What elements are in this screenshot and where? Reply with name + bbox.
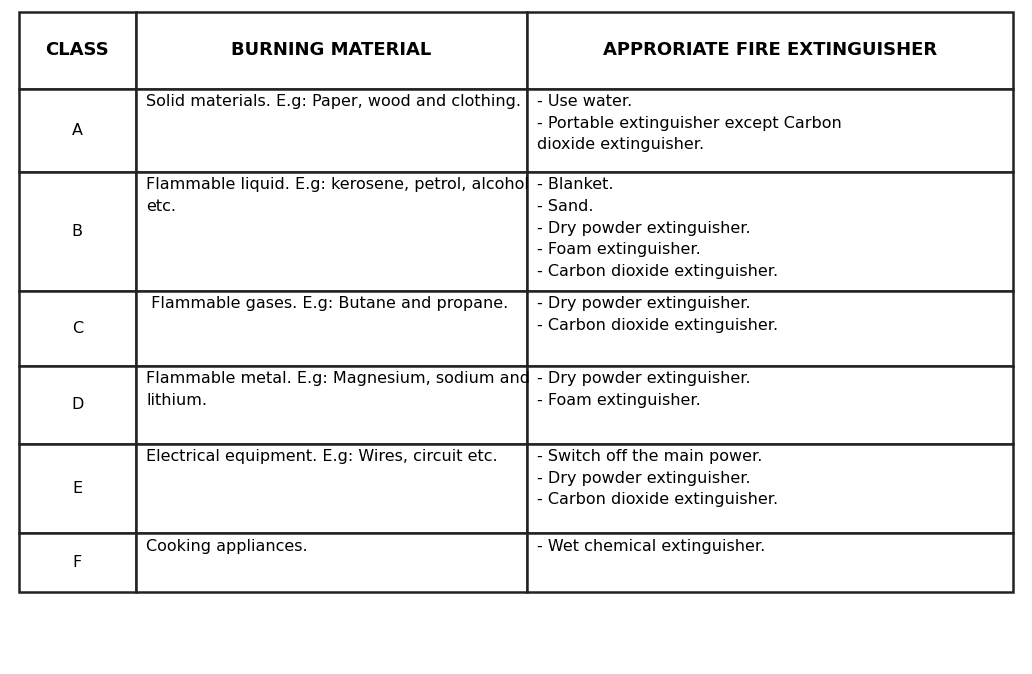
Bar <box>136 443 527 533</box>
Bar <box>527 365 1013 443</box>
Bar <box>19 12 136 89</box>
Bar <box>527 89 1013 172</box>
Text: - Wet chemical extinguisher.: - Wet chemical extinguisher. <box>538 539 766 553</box>
Text: - Dry powder extinguisher.
- Carbon dioxide extinguisher.: - Dry powder extinguisher. - Carbon diox… <box>538 297 778 333</box>
Bar <box>136 533 527 592</box>
Bar <box>19 291 136 365</box>
Bar <box>19 89 136 172</box>
Text: Flammable liquid. E.g: kerosene, petrol, alcohol
etc.: Flammable liquid. E.g: kerosene, petrol,… <box>147 177 529 214</box>
Text: B: B <box>72 224 83 239</box>
Text: Solid materials. E.g: Paper, wood and clothing.: Solid materials. E.g: Paper, wood and cl… <box>147 94 521 109</box>
Text: - Blanket.
- Sand.
- Dry powder extinguisher.
- Foam extinguisher.
- Carbon diox: - Blanket. - Sand. - Dry powder extingui… <box>538 177 778 279</box>
Text: CLASS: CLASS <box>45 42 109 59</box>
Text: Flammable gases. E.g: Butane and propane.: Flammable gases. E.g: Butane and propane… <box>147 297 509 311</box>
Bar <box>19 172 136 291</box>
Bar <box>527 172 1013 291</box>
Bar <box>527 533 1013 592</box>
Text: - Switch off the main power.
- Dry powder extinguisher.
- Carbon dioxide extingu: - Switch off the main power. - Dry powde… <box>538 449 778 507</box>
Text: Electrical equipment. E.g: Wires, circuit etc.: Electrical equipment. E.g: Wires, circui… <box>147 449 497 464</box>
Text: - Use water.
- Portable extinguisher except Carbon
dioxide extinguisher.: - Use water. - Portable extinguisher exc… <box>538 94 842 152</box>
Bar <box>19 443 136 533</box>
Text: E: E <box>72 481 83 496</box>
Bar <box>19 365 136 443</box>
Bar <box>527 443 1013 533</box>
Text: BURNING MATERIAL: BURNING MATERIAL <box>231 42 431 59</box>
Text: - Dry powder extinguisher.
- Foam extinguisher.: - Dry powder extinguisher. - Foam exting… <box>538 371 751 408</box>
Text: C: C <box>71 321 83 336</box>
Bar <box>527 12 1013 89</box>
Bar <box>19 533 136 592</box>
Text: Cooking appliances.: Cooking appliances. <box>147 539 308 553</box>
Bar <box>136 89 527 172</box>
Bar <box>136 291 527 365</box>
Text: Flammable metal. E.g: Magnesium, sodium and
lithium.: Flammable metal. E.g: Magnesium, sodium … <box>147 371 530 408</box>
Bar <box>527 291 1013 365</box>
Bar <box>136 172 527 291</box>
Bar <box>136 12 527 89</box>
Text: F: F <box>72 555 82 570</box>
Text: APPRORIATE FIRE EXTINGUISHER: APPRORIATE FIRE EXTINGUISHER <box>603 42 937 59</box>
Text: D: D <box>71 397 84 412</box>
Bar <box>136 365 527 443</box>
Text: A: A <box>72 123 83 138</box>
